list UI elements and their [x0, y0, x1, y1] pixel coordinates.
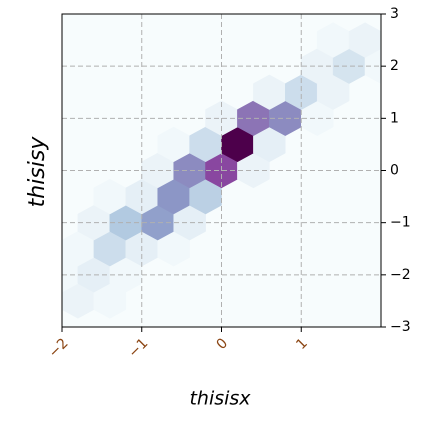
- y-tick-label: 1: [390, 110, 399, 126]
- y-tick-label: −2: [390, 267, 411, 283]
- y-tick-label: −1: [390, 215, 411, 231]
- hex-layer: [62, 22, 381, 319]
- x-axis-label: thisisx: [189, 388, 251, 410]
- y-tick-label: 2: [390, 58, 399, 74]
- x-tick-label: 1: [293, 335, 311, 353]
- y-tick-label: 0: [390, 163, 399, 179]
- x-tick-label: −2: [46, 335, 72, 361]
- hex-cell: [348, 22, 381, 58]
- x-tick-label: 0: [214, 335, 232, 353]
- y-tick-label: 3: [390, 6, 399, 22]
- y-tick-label: −3: [390, 319, 411, 335]
- x-tick-label: −1: [125, 335, 151, 361]
- y-axis-label: thisisy: [25, 136, 50, 208]
